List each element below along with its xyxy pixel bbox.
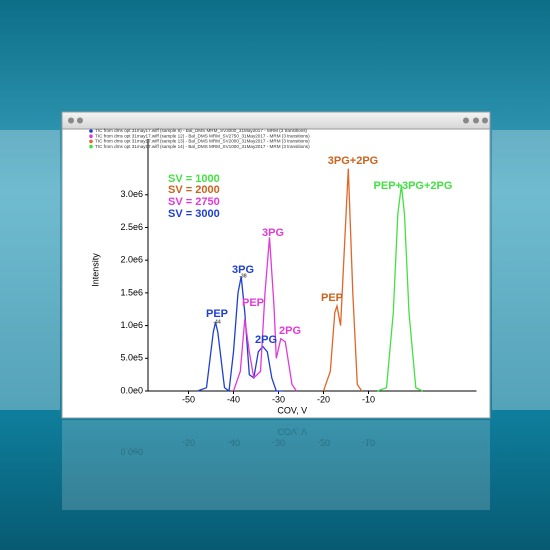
x-tick-label: -40: [227, 394, 240, 404]
annotation: 3PG: [232, 264, 254, 276]
reflection: [62, 420, 490, 510]
annotation: -38: [239, 273, 246, 279]
legend-marker: [89, 129, 93, 133]
annotation: 2PG: [255, 334, 277, 346]
x-tick-label-reflection: -20: [317, 438, 330, 448]
legend-label: TIC from dms opt 31may17.wiff (sample 14…: [95, 144, 310, 149]
y-tick-label: 0.0e0: [120, 385, 143, 395]
y-tick-label: 3.0e6: [120, 189, 143, 199]
blur-left: [0, 130, 60, 410]
x-tick-label: -30: [272, 394, 285, 404]
y-tick-label: 1.5e6: [120, 287, 143, 297]
x-tick-label: -50: [182, 394, 195, 404]
x-tick-label-reflection: -10: [362, 438, 375, 448]
window-button[interactable]: [463, 117, 469, 124]
legend-label: TIC from dms opt 31may17.wiff (sample 9)…: [95, 128, 308, 133]
annotation: PEP+3PG+2PG: [374, 180, 453, 192]
legend-label: TIC from dms opt 31may17.wiff (sample 13…: [95, 139, 310, 144]
annotation: 3PG+2PG: [328, 155, 378, 167]
legend-marker: [89, 134, 93, 138]
annotation: PEP: [206, 308, 228, 320]
window: [61, 111, 491, 419]
annotation: PEP: [321, 292, 343, 304]
x-tick-label-reflection: -40: [227, 438, 240, 448]
legend-label: TIC from dms opt 31may17.wiff (sample 12…: [95, 133, 310, 138]
plot: 0.0e0 5.0e5 1.0e6 1.5e6 2.0e6 2.5e6 3.0e6 -50 -4…: [89, 128, 477, 415]
series-line: [232, 237, 298, 392]
x-tick-label-reflection: -30: [272, 438, 285, 448]
annotation: SV = 2750: [168, 196, 220, 208]
annotation: SV = 3000: [168, 208, 220, 220]
x-tick-label: -10: [362, 394, 375, 404]
series-line: [197, 276, 283, 393]
annotation: SV = 2000: [168, 184, 220, 196]
x-tick-label-reflection: -50: [182, 438, 195, 448]
window-button[interactable]: [473, 117, 479, 124]
reflection-text: -50 -40 -30 -20 -10 0.0e0 COV, V: [120, 427, 375, 457]
series-line: [377, 184, 423, 392]
annotation: PEP: [242, 297, 264, 309]
x-axis-label: COV, V: [277, 405, 307, 415]
y-tick-label-reflection: 0.0e0: [120, 447, 143, 457]
y-tick-label: 5.0e5: [120, 353, 143, 363]
x-tick-label: -20: [317, 394, 330, 404]
y-tick-label: 2.0e6: [120, 255, 143, 265]
blur-right: [492, 130, 550, 410]
annotation: -44: [213, 319, 220, 325]
y-axis-label: Intensity: [90, 253, 100, 287]
legend-marker: [89, 139, 93, 144]
annotation: 3PG: [262, 227, 284, 239]
title-bar: [61, 111, 491, 130]
y-tick-label: 2.5e6: [120, 222, 143, 232]
window-icon[interactable]: [68, 117, 74, 124]
y-tick-label: 1.0e6: [120, 320, 143, 330]
window-icon[interactable]: [77, 117, 83, 124]
legend-marker: [89, 144, 93, 149]
annotation: SV = 1000: [168, 173, 220, 185]
annotation: 2PG: [279, 325, 301, 337]
series-line: [322, 168, 363, 392]
window-button[interactable]: [482, 117, 488, 124]
x-axis-label-reflection: COV, V: [277, 427, 307, 437]
